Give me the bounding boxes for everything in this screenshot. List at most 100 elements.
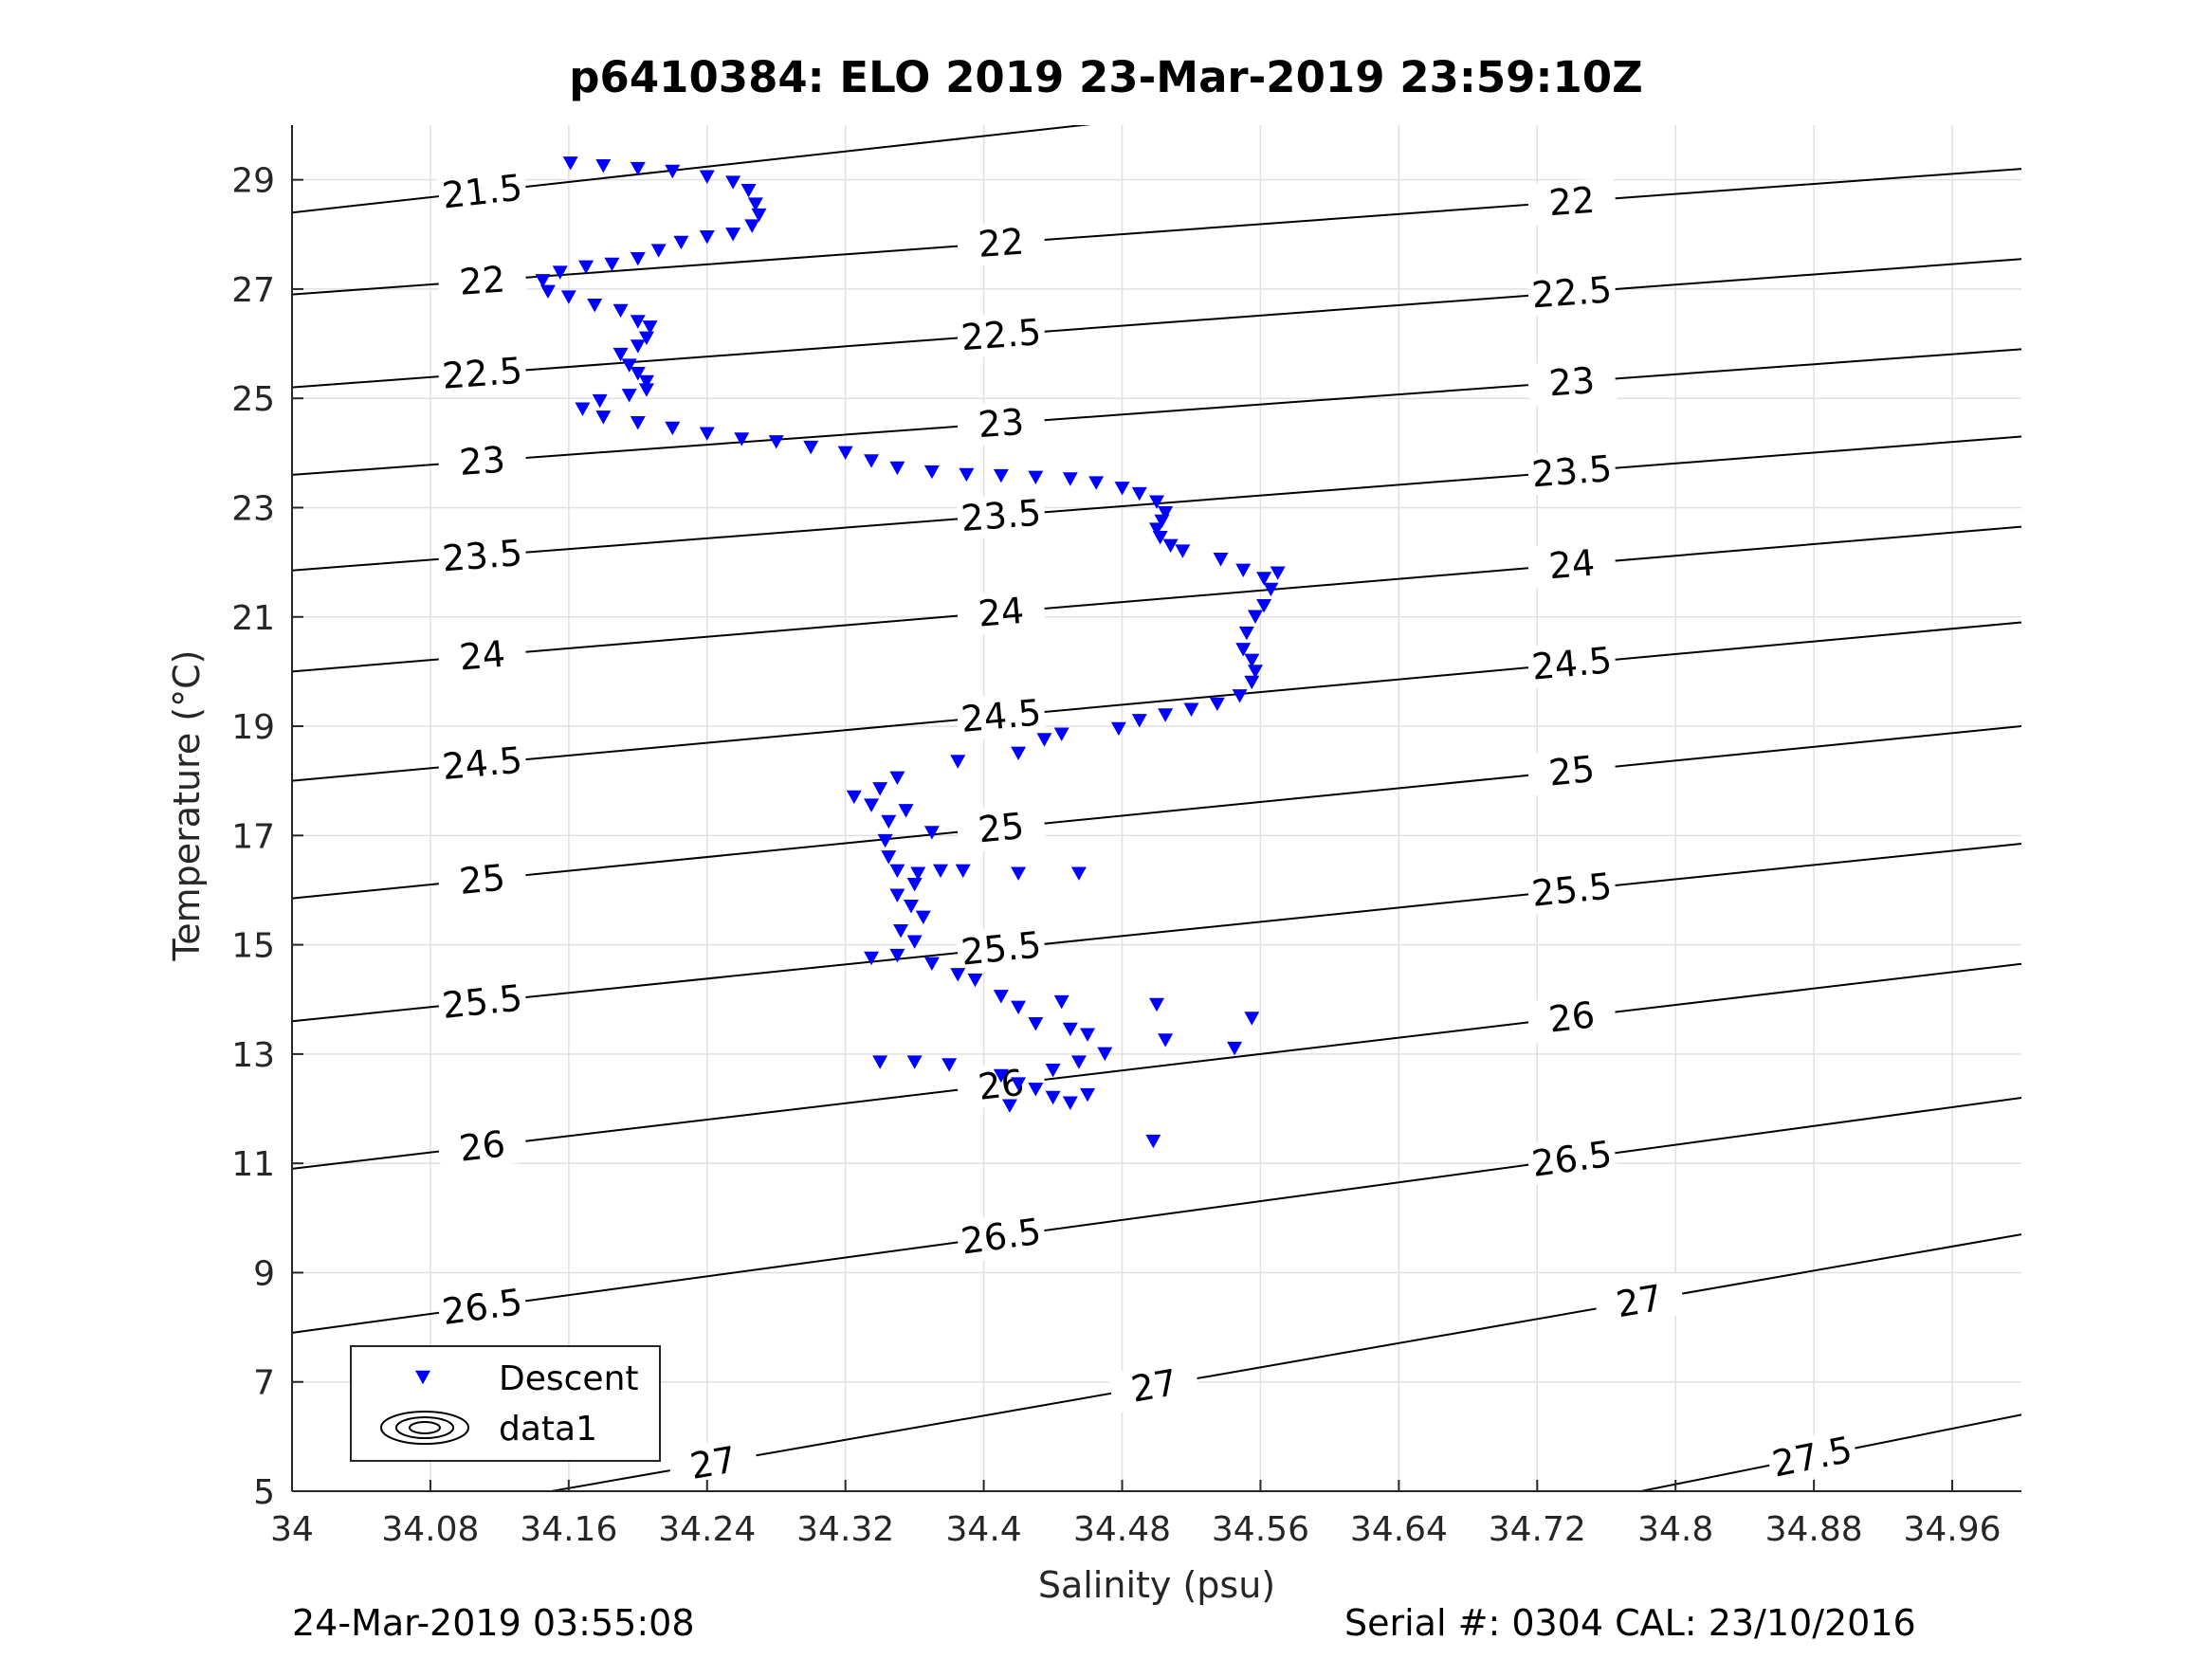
contour-label-text: 23 — [1547, 359, 1596, 404]
descent-point — [877, 833, 893, 848]
contour-label: 21.5 — [436, 166, 528, 217]
contour-label-text: 24.5 — [960, 691, 1043, 740]
contour-label: 23.5 — [437, 531, 528, 580]
descent-point — [673, 235, 689, 250]
descent-point — [1209, 697, 1225, 712]
contour-label-text: 25.5 — [960, 923, 1044, 973]
contour-label: 27 — [1107, 1358, 1201, 1414]
descent-point — [1045, 1063, 1061, 1078]
descent-point — [642, 320, 658, 335]
descent-point — [560, 290, 576, 304]
descent-point — [1152, 530, 1168, 545]
descent-point — [1158, 506, 1174, 520]
contour-label: 23 — [437, 437, 528, 485]
descent-point — [1028, 470, 1044, 484]
descent-point — [910, 866, 926, 881]
contour-label: 27 — [667, 1434, 760, 1491]
descent-point — [650, 244, 667, 258]
descent-point — [592, 393, 608, 409]
contour-label-text: 27 — [1613, 1277, 1665, 1326]
descent-point — [1149, 495, 1164, 509]
y-tick-label: 25 — [231, 380, 275, 419]
descent-point — [1247, 665, 1263, 679]
descent-point — [638, 331, 654, 345]
contour-label: 26 — [436, 1120, 528, 1173]
descent-point — [864, 951, 880, 966]
descent-point — [1110, 721, 1126, 737]
descent-point — [535, 274, 551, 288]
contour-label: 24 — [956, 588, 1047, 637]
contour-label-text: 25.5 — [1529, 865, 1614, 914]
descent-point — [665, 164, 681, 179]
x-tick-label: 34 — [270, 1510, 314, 1549]
contour-label-text: 23.5 — [1530, 447, 1614, 495]
contour-line — [292, 168, 2021, 296]
contour-label: 25.5 — [955, 922, 1047, 975]
descent-point — [906, 1055, 923, 1069]
descent-point — [1114, 482, 1130, 496]
x-tick-label: 34.24 — [658, 1510, 756, 1549]
descent-point — [1183, 702, 1199, 717]
descent-point — [1270, 566, 1286, 580]
descent-point — [604, 257, 620, 272]
contour-line — [292, 125, 1091, 214]
descent-point — [638, 374, 654, 390]
legend-data1-label: data1 — [499, 1410, 597, 1449]
descent-point — [1149, 522, 1164, 537]
descent-point — [1244, 1012, 1260, 1026]
contour-line — [292, 725, 2021, 900]
descent-point — [587, 299, 603, 313]
descent-point — [1011, 746, 1027, 761]
descent-point — [1062, 1096, 1078, 1110]
contour-label-text: 25 — [457, 856, 506, 902]
y-tick-label: 13 — [231, 1036, 275, 1075]
contour-label: 23 — [956, 399, 1047, 447]
contour-label-text: 26.5 — [1529, 1133, 1615, 1185]
y-tick-label: 17 — [231, 817, 275, 856]
contour-label-text: 24 — [977, 590, 1026, 635]
contour-label-text: 22.5 — [1530, 268, 1614, 316]
descent-point — [906, 877, 923, 892]
descent-point — [1011, 1077, 1027, 1091]
contour-label-text: 27.5 — [1768, 1429, 1856, 1486]
descent-series — [535, 156, 1286, 1149]
descent-point — [923, 957, 940, 971]
contour-label-text: 24.5 — [1530, 639, 1614, 688]
x-tick-label: 34.88 — [1765, 1510, 1863, 1549]
descent-point — [889, 888, 905, 902]
descent-point — [630, 161, 646, 176]
descent-point — [665, 421, 681, 436]
legend-descent-label: Descent — [499, 1359, 639, 1398]
y-ticks: 5 7 9 11 13 15 17 19 21 23 25 27 29 — [231, 162, 303, 1512]
y-tick-label: 21 — [231, 599, 275, 638]
contour-label: 23 — [1526, 357, 1618, 407]
contour-label-text: 27 — [687, 1438, 740, 1487]
descent-point — [903, 900, 919, 914]
footer-timestamp: 24-Mar-2019 03:55:08 — [292, 1602, 695, 1644]
descent-point — [638, 383, 654, 397]
descent-point — [740, 183, 757, 198]
descent-point — [1263, 582, 1279, 597]
contour-label-text: 25 — [977, 805, 1026, 851]
descent-point — [941, 1058, 958, 1072]
descent-point — [906, 935, 923, 949]
descent-point — [1244, 653, 1260, 668]
descent-point — [595, 410, 612, 425]
descent-point — [1001, 1099, 1017, 1113]
descent-point — [864, 454, 880, 468]
chart-title: p6410384: ELO 2019 23-Mar-2019 23:59:10Z — [569, 52, 1643, 102]
descent-point — [1158, 1033, 1174, 1048]
descent-point — [967, 973, 983, 988]
contour-label-text: 27 — [1128, 1361, 1180, 1411]
grid-lines — [291, 125, 2021, 1492]
contour-label: 24 — [436, 630, 528, 681]
descent-point — [837, 446, 853, 461]
contour-label: 24.5 — [1526, 638, 1618, 689]
descent-point — [768, 435, 784, 449]
contour-label-text: 26 — [457, 1122, 507, 1169]
contour-label-text: 22.5 — [960, 311, 1043, 358]
descent-point — [955, 864, 971, 878]
contour-label: 24.5 — [956, 691, 1047, 741]
descent-point — [881, 814, 897, 830]
